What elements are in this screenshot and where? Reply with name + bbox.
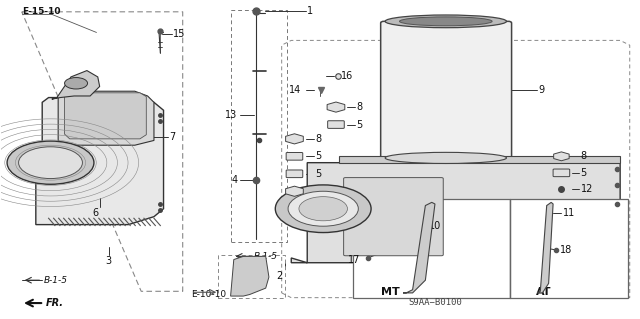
Text: 5: 5 [315, 169, 321, 179]
Text: 13: 13 [225, 110, 237, 120]
FancyBboxPatch shape [509, 199, 628, 298]
Text: 16: 16 [341, 71, 353, 81]
Ellipse shape [385, 152, 506, 163]
Text: 7: 7 [170, 132, 175, 142]
FancyBboxPatch shape [286, 152, 303, 160]
FancyBboxPatch shape [381, 21, 511, 161]
Text: 3: 3 [105, 256, 111, 266]
Circle shape [275, 185, 371, 233]
Text: B-1-5: B-1-5 [254, 252, 278, 261]
Polygon shape [339, 156, 620, 163]
Polygon shape [327, 102, 345, 112]
FancyBboxPatch shape [344, 178, 444, 256]
Text: 10: 10 [429, 220, 441, 231]
Text: 8: 8 [356, 102, 362, 112]
Polygon shape [285, 186, 303, 196]
Ellipse shape [385, 15, 506, 28]
Polygon shape [36, 98, 164, 225]
Circle shape [7, 141, 94, 184]
Polygon shape [285, 134, 303, 144]
Text: 5: 5 [356, 120, 363, 130]
Circle shape [19, 147, 83, 179]
Polygon shape [65, 93, 147, 139]
FancyBboxPatch shape [286, 170, 303, 178]
Text: 17: 17 [348, 255, 360, 264]
Text: 4: 4 [232, 175, 237, 185]
Text: B-1-5: B-1-5 [44, 276, 68, 285]
Polygon shape [554, 152, 569, 161]
Text: 6: 6 [92, 208, 99, 218]
Text: 2: 2 [276, 271, 283, 281]
Text: S9AA−B0100: S9AA−B0100 [408, 298, 462, 307]
Circle shape [65, 78, 88, 89]
Text: AT: AT [536, 287, 551, 297]
Text: 5: 5 [580, 168, 587, 178]
Text: 12: 12 [580, 184, 593, 194]
Text: E-10-10: E-10-10 [191, 290, 226, 299]
Text: 14: 14 [289, 85, 301, 95]
FancyBboxPatch shape [553, 169, 570, 177]
FancyBboxPatch shape [328, 121, 344, 128]
Polygon shape [58, 91, 154, 145]
Ellipse shape [399, 17, 492, 26]
Polygon shape [230, 256, 269, 296]
Polygon shape [403, 202, 435, 293]
Circle shape [299, 197, 348, 221]
Text: 8: 8 [580, 151, 587, 161]
Circle shape [288, 191, 358, 226]
Polygon shape [291, 163, 620, 263]
Text: 9: 9 [538, 85, 545, 95]
Text: 1: 1 [307, 6, 314, 16]
Polygon shape [52, 70, 100, 99]
Text: 8: 8 [315, 134, 321, 144]
Text: MT: MT [381, 287, 399, 297]
Text: FR.: FR. [46, 298, 64, 308]
Text: 11: 11 [563, 209, 575, 219]
Text: 18: 18 [559, 245, 572, 255]
FancyBboxPatch shape [353, 199, 509, 298]
Text: 8: 8 [315, 186, 321, 196]
Text: E-15-10: E-15-10 [22, 7, 60, 16]
Text: 5: 5 [315, 151, 321, 161]
Polygon shape [537, 202, 553, 293]
Text: 15: 15 [173, 29, 186, 39]
